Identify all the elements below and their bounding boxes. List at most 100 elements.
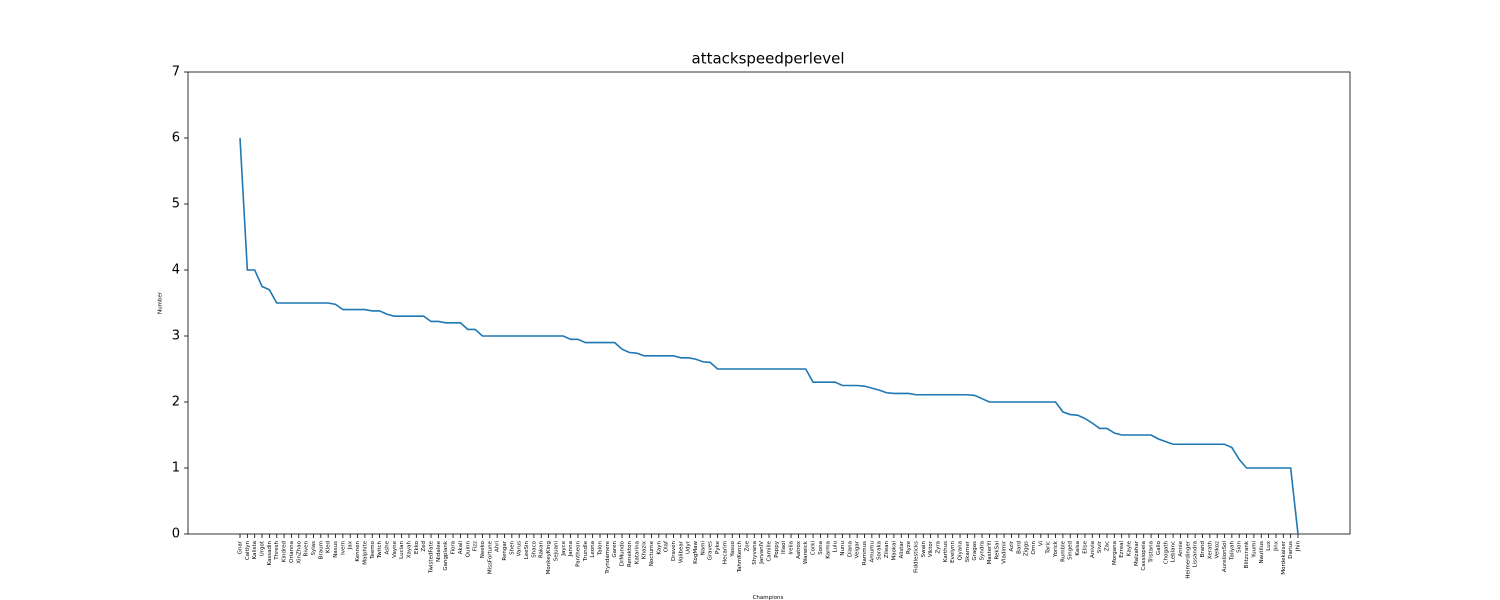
x-tick-label: Rakan (539, 540, 545, 558)
x-tick-label: Jinx (1273, 540, 1279, 552)
x-tick-label: Nidalee (436, 540, 442, 561)
x-tick-label: Kled (326, 541, 332, 553)
x-tick-label: Zoe (744, 540, 750, 551)
x-tick-label: Jax (348, 540, 354, 550)
y-tick-label: 3 (172, 329, 180, 344)
x-tick-label: Corki (811, 541, 817, 556)
x-tick-label: Taric (1046, 541, 1052, 555)
x-tick-label: Diana (847, 541, 853, 557)
x-tick-label: Kindred (282, 541, 288, 562)
x-tick-label: Zed (421, 541, 427, 552)
x-tick-label: Viktor (928, 540, 934, 557)
x-tick-label: Warwick (803, 540, 809, 564)
x-tick-label: Kayle (1127, 540, 1133, 556)
x-tick-label: Sivir (1097, 540, 1103, 553)
x-tick-label: Janna (568, 541, 574, 557)
x-tick-label: Ornn (1031, 540, 1037, 554)
x-tick-label: Annie (1178, 540, 1184, 556)
x-tick-label: Malphite (362, 540, 368, 564)
x-tick-label: Nautilus (1259, 541, 1265, 564)
x-tick-label: Nasus (333, 541, 339, 558)
x-tick-label: Akali (458, 541, 464, 555)
x-tick-label: Trundle (583, 540, 589, 562)
x-tick-label: Lux (1266, 540, 1272, 550)
x-tick-label: Gnar (238, 540, 244, 554)
x-tick-label: Leona (590, 541, 596, 558)
x-tick-label: Yasuo (730, 540, 736, 557)
x-tick-label: Shyvana (752, 541, 758, 565)
x-tick-label: Gragas (972, 541, 978, 561)
y-axis-label: Number (158, 291, 164, 314)
x-tick-label: DrMundo (620, 540, 626, 566)
x-tick-label: Illaoi (781, 541, 787, 554)
x-tick-label: Maokai (891, 541, 897, 561)
x-tick-label: Olaf (664, 540, 670, 552)
x-tick-label: XinZhao (296, 540, 302, 563)
x-tick-label: TahmKench (737, 541, 743, 574)
x-tick-label: RekSai (994, 541, 1000, 560)
x-tick-label: Alistar (899, 540, 905, 558)
x-tick-label: Soraka (877, 541, 883, 560)
x-tick-label: Zyra (935, 541, 941, 554)
x-tick-label: Rammus (862, 541, 868, 565)
x-tick-label: Malzahar (1134, 540, 1140, 566)
x-tick-label: Kalista (252, 541, 258, 559)
x-tick-label: Aatrox (796, 540, 802, 559)
x-tick-label: Kaisa (1075, 541, 1081, 556)
x-tick-label: Blitzcrank (1244, 540, 1250, 568)
x-tick-label: AurelionSol (1222, 541, 1228, 573)
x-tick-label: Lissandra (1193, 541, 1199, 567)
x-tick-label: Shaco (531, 540, 537, 557)
x-tick-label: Braum (318, 541, 324, 559)
x-tick-label: Darius (1288, 541, 1294, 559)
x-tick-label: Karthus (943, 541, 949, 562)
x-tick-label: Ahri (495, 541, 501, 553)
x-tick-label: JarvanIV (759, 541, 765, 565)
x-tick-label: Tristana (1149, 541, 1155, 564)
x-tick-label: Velkoz (1215, 541, 1221, 559)
x-tick-label: Poppy (774, 540, 780, 557)
x-tick-label: Nami (700, 541, 706, 556)
x-tick-label: Zac (1104, 541, 1110, 551)
x-tick-label: Varus (517, 541, 523, 556)
x-tick-label: Taliyah (1229, 540, 1235, 561)
x-tick-label: Ekko (414, 540, 420, 554)
x-tick-label: Elise (1082, 540, 1088, 553)
x-tick-label: Kayn (656, 540, 662, 554)
x-tick-label: Vayne (392, 540, 398, 557)
y-tick-label: 0 (172, 527, 180, 542)
x-tick-label: Gangplank (443, 540, 449, 570)
x-tick-label: Singed (1068, 541, 1074, 560)
x-tick-label: Yorick (1053, 540, 1059, 558)
x-tick-label: MasterYi (987, 541, 993, 565)
x-tick-label: Anivia (1090, 541, 1096, 558)
x-tick-label: KogMaw (693, 541, 699, 564)
x-tick-label: Ezreal (1119, 541, 1125, 558)
x-tick-label: Thresh (274, 540, 280, 560)
x-tick-label: MissFortune (487, 540, 493, 574)
x-tick-label: Galio (1156, 540, 1162, 555)
x-tick-label: Riven (304, 540, 310, 556)
x-tick-label: Rumble (1060, 540, 1066, 561)
x-tick-label: Cassiopeia (1141, 541, 1147, 571)
x-tick-label: Caitlyn (245, 540, 251, 560)
x-tick-label: Fizz (473, 541, 479, 551)
x-tick-label: Veigar (855, 540, 861, 558)
x-tick-label: Urgot (260, 540, 266, 556)
x-tick-label: Sona (818, 541, 824, 555)
x-tick-label: MonkeyKing (546, 541, 552, 574)
x-tick-label: Syndra (980, 541, 986, 560)
x-tick-label: Azir (1009, 540, 1015, 551)
x-tick-label: Ivern (340, 540, 346, 554)
x-tick-label: Talon (598, 540, 604, 556)
y-tick-label: 1 (172, 461, 180, 476)
x-tick-label: Garen (612, 540, 618, 557)
x-tick-label: Skarner (965, 540, 971, 562)
x-tick-label: Orianna (289, 541, 295, 563)
plot-frame (187, 71, 1351, 535)
chart-title: attackspeedperlevel (692, 50, 845, 68)
x-tick-label: Sion (1237, 540, 1243, 552)
x-tick-label: Nunu (840, 541, 846, 556)
x-tick-label: Pantheon (575, 540, 581, 566)
